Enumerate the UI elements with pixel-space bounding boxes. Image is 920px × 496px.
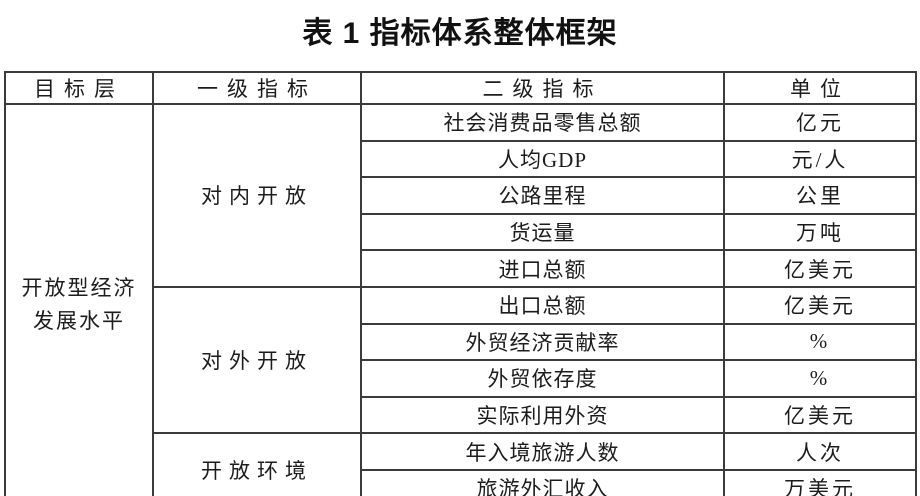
document-page: 表 1 指标体系整体框架 目标层 一级指标 二级指标 单位 开放型经济 发展水平… xyxy=(0,13,920,496)
table-row: 开放环境 年入境旅游人数 人次 xyxy=(5,432,917,496)
group-cell-open-environment: 开放环境 xyxy=(152,432,362,496)
indicator-cell: 社会消费品零售总额 xyxy=(360,103,725,142)
header-cell-unit: 单位 xyxy=(723,71,917,105)
group-cell-foreign-openness: 对外开放 xyxy=(152,285,362,435)
unit-cell: 亿美元 xyxy=(723,249,917,288)
indicator-cell: 年入境旅游人数 xyxy=(360,432,725,471)
table-title: 表 1 指标体系整体框架 xyxy=(302,17,618,50)
indicator-cell: 进口总额 xyxy=(360,249,725,288)
table-row: 开放型经济 发展水平 对内开放 社会消费品零售总额 亿元 xyxy=(4,103,917,496)
header-cell-level1-indicator: 一级指标 xyxy=(152,71,362,105)
unit-cell: % xyxy=(723,359,917,398)
indicator-cell: 外贸经济贡献率 xyxy=(360,322,725,362)
table-row: 货运量 万吨 xyxy=(5,212,917,252)
unit-cell: % xyxy=(723,322,917,362)
target-layer-line1: 开放型经济 xyxy=(21,276,137,301)
indicator-cell: 公路里程 xyxy=(360,176,725,215)
unit-cell: 亿元 xyxy=(723,103,917,142)
unit-cell: 公里 xyxy=(723,176,917,215)
table-row: 公路里程 公里 xyxy=(5,176,917,215)
table-row: 对外开放 出口总额 亿美元 xyxy=(5,285,917,435)
header-row: 目标层 一级指标 二级指标 单位 xyxy=(4,71,917,105)
indicator-cell: 人均GDP xyxy=(360,139,725,179)
table-row: 人均GDP 元/人 xyxy=(5,139,917,179)
header-cell-target-layer: 目标层 xyxy=(4,71,154,105)
group-cell-domestic-openness: 对内开放 xyxy=(152,103,362,288)
indicator-cell: 外贸依存度 xyxy=(360,359,725,398)
unit-cell: 万吨 xyxy=(723,212,917,252)
unit-cell: 万美元 xyxy=(723,468,917,496)
indicator-cell: 出口总额 xyxy=(360,285,725,325)
indicator-cell: 实际利用外资 xyxy=(360,395,725,435)
table-row: 进口总额 亿美元 xyxy=(5,249,917,288)
indicator-cell: 货运量 xyxy=(360,212,725,252)
unit-cell: 亿美元 xyxy=(723,395,917,435)
target-layer-line2: 发展水平 xyxy=(33,309,125,334)
target-layer-cell: 开放型经济 发展水平 xyxy=(4,103,154,496)
unit-cell: 人次 xyxy=(723,432,917,471)
unit-cell: 亿美元 xyxy=(723,285,917,325)
table-row: 外贸依存度 % xyxy=(5,359,917,398)
table-row: 实际利用外资 亿美元 xyxy=(5,395,917,435)
header-cell-level2-indicator: 二级指标 xyxy=(360,71,725,105)
unit-cell: 元/人 xyxy=(723,139,917,179)
table-row: 旅游外汇收入 万美元 xyxy=(5,468,917,496)
table-row: 外贸经济贡献率 % xyxy=(5,322,917,362)
indicator-cell: 旅游外汇收入 xyxy=(360,468,725,496)
indicator-framework-table: 目标层 一级指标 二级指标 单位 开放型经济 发展水平 对内开放 社会消费品零售… xyxy=(4,71,917,496)
